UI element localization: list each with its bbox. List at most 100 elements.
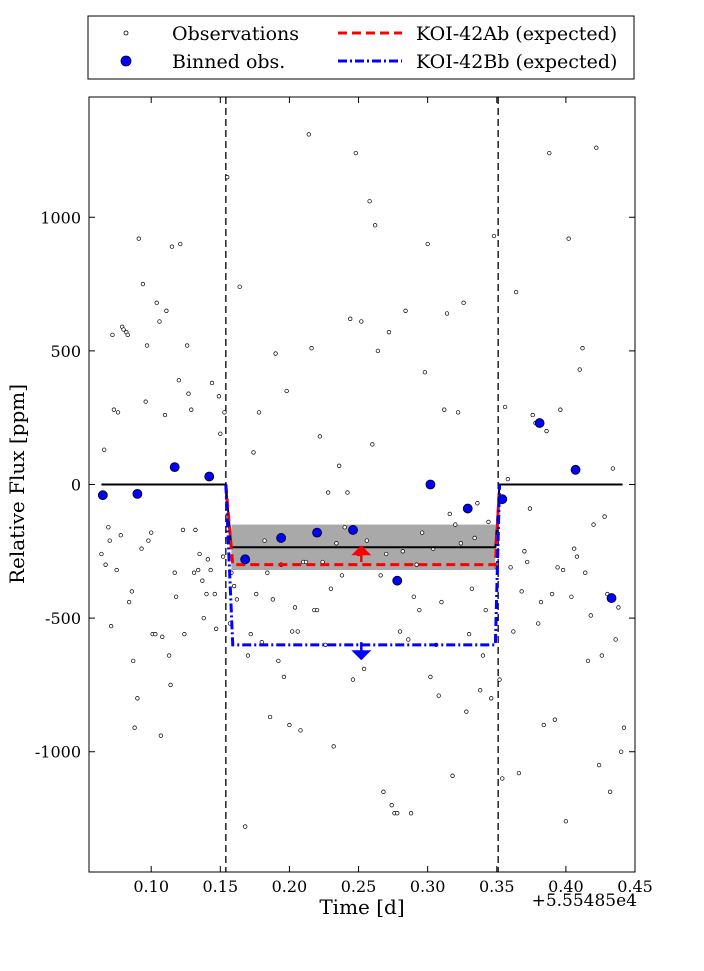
observation-point	[596, 762, 602, 768]
observation-point	[541, 722, 546, 728]
binned-observation-point	[169, 462, 180, 473]
observation-point	[212, 591, 217, 597]
observation-point	[483, 607, 488, 613]
observation-point	[292, 605, 298, 610]
observation-point	[339, 573, 345, 578]
koi42bb-expected-line	[224, 484, 502, 647]
observation-point	[103, 562, 108, 567]
observation-point	[146, 538, 151, 543]
legend-observations-marker	[123, 30, 129, 36]
observation-point	[464, 709, 469, 714]
observation-point	[594, 145, 599, 150]
observation-point	[386, 330, 392, 335]
observation-point	[602, 514, 607, 519]
observation-point	[287, 722, 292, 728]
legend-koi42ab-label: KOI-42Ab (expected)	[416, 23, 617, 45]
binned-observation-point	[312, 527, 322, 538]
observation-point	[472, 535, 477, 541]
observation-point	[325, 490, 331, 495]
observation-point	[298, 728, 303, 733]
observation-point	[126, 599, 132, 605]
observation-point	[197, 551, 202, 557]
observation-point	[331, 744, 336, 749]
x-axis: 0.10 0.15 0.20 0.25 0.30 0.35 0.40 0.45	[133, 97, 653, 896]
observation-point	[135, 696, 140, 701]
observation-point	[118, 533, 123, 538]
observation-point	[378, 573, 383, 578]
observation-point	[480, 653, 486, 658]
observation-point	[196, 567, 201, 573]
observation-point	[178, 241, 183, 247]
legend-frame	[87, 15, 635, 80]
observation-point	[364, 538, 369, 543]
x-tick-label: 0.15	[203, 877, 239, 896]
observation-point	[486, 519, 491, 525]
y-tick-label: -500	[45, 609, 81, 628]
observation-point	[395, 811, 400, 816]
observation-point	[254, 591, 259, 597]
observation-point	[201, 615, 206, 621]
observation-point	[466, 632, 472, 637]
observation-point	[555, 565, 560, 570]
observation-point	[99, 551, 104, 557]
observation-point	[169, 244, 175, 249]
x-tick-label: 0.30	[410, 877, 446, 896]
observation-point	[204, 591, 209, 597]
observation-point	[273, 351, 278, 356]
observation-point	[367, 199, 372, 204]
observation-point	[132, 725, 137, 730]
observation-point	[218, 431, 223, 436]
observation-point	[121, 327, 126, 332]
observation-point	[563, 819, 569, 824]
observation-point	[530, 412, 535, 418]
observation-point	[569, 594, 574, 599]
observation-point	[519, 589, 524, 594]
observation-point	[205, 557, 211, 562]
observation-point	[158, 733, 164, 738]
binned-observation-point	[392, 575, 403, 586]
observation-point	[536, 621, 541, 626]
observation-point	[222, 410, 227, 415]
legend-observations-label: Observations	[172, 23, 299, 45]
observation-point	[220, 554, 226, 559]
observation-point	[585, 658, 591, 664]
observation-point	[588, 613, 593, 618]
observation-point	[353, 150, 358, 156]
observation-point	[102, 447, 107, 452]
observation-point	[139, 546, 144, 551]
observation-point	[290, 629, 295, 634]
x-tick-label: 0.35	[479, 877, 515, 896]
observation-point	[607, 789, 613, 794]
y-axis-label: Relative Flux [ppm]	[5, 384, 29, 584]
observation-point	[182, 632, 187, 637]
observation-point	[621, 725, 627, 730]
observation-point	[186, 391, 191, 396]
observation-point	[276, 658, 281, 664]
observation-point	[478, 688, 483, 693]
observation-point	[580, 346, 585, 351]
observation-point	[189, 407, 194, 412]
observation-point	[560, 567, 566, 573]
observation-point	[453, 522, 458, 527]
observation-point	[214, 626, 219, 631]
observation-point	[262, 538, 267, 543]
binned-observation-point	[97, 490, 108, 501]
legend: Observations Binned obs. KOI-42Ab (expec…	[87, 15, 635, 80]
binned-observation-point	[570, 464, 581, 475]
observation-point	[491, 233, 497, 239]
observation-point	[115, 410, 121, 415]
y-tick-label: 500	[50, 342, 81, 361]
observation-point	[408, 811, 414, 816]
observation-point	[574, 554, 580, 559]
observation-point	[591, 522, 596, 527]
observation-point	[168, 682, 173, 688]
observation-point	[245, 653, 251, 658]
observation-point	[406, 637, 411, 642]
observation-point	[110, 332, 115, 337]
observation-point	[502, 404, 508, 410]
observation-point	[107, 538, 112, 543]
observation-point	[125, 332, 130, 337]
observation-point	[610, 466, 616, 471]
observation-point	[129, 589, 135, 594]
